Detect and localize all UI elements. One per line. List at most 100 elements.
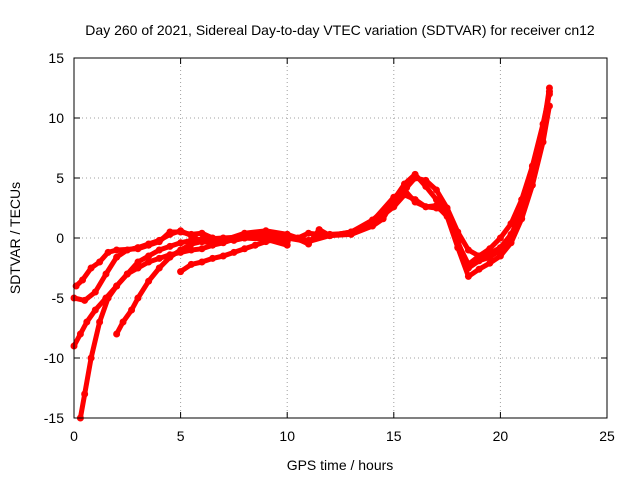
tick-labels: 0 5 10 15 20 25 -15 -10 -5 0 5 10 15 bbox=[44, 50, 615, 444]
data-point bbox=[379, 215, 387, 223]
data-point bbox=[486, 259, 494, 267]
data-point bbox=[113, 330, 121, 338]
y-tick-label: 10 bbox=[48, 110, 64, 126]
data-point bbox=[464, 264, 472, 272]
data-point bbox=[134, 258, 142, 266]
data-point bbox=[209, 254, 217, 262]
data-point bbox=[134, 294, 142, 302]
data-point bbox=[177, 268, 185, 276]
data-point bbox=[464, 272, 472, 280]
data-point bbox=[155, 254, 163, 262]
data-point bbox=[96, 258, 104, 266]
data-point bbox=[96, 318, 104, 326]
data-point bbox=[134, 245, 142, 253]
data-point bbox=[496, 246, 504, 254]
x-axis-label: GPS time / hours bbox=[287, 457, 394, 473]
series-line bbox=[73, 89, 552, 289]
data-point bbox=[251, 241, 259, 249]
y-axis-label: SDTVAR / TECUs bbox=[7, 182, 23, 294]
y-tick-label: -15 bbox=[44, 410, 64, 426]
data-point bbox=[134, 264, 142, 272]
data-point bbox=[262, 227, 270, 235]
data-point bbox=[347, 230, 355, 238]
y-tick-label: 15 bbox=[48, 50, 64, 66]
data-point bbox=[219, 236, 227, 244]
data-point bbox=[145, 277, 153, 285]
y-tick-label: 5 bbox=[56, 170, 64, 186]
data-point bbox=[400, 180, 408, 188]
data-point bbox=[155, 264, 163, 272]
x-tick-label: 25 bbox=[599, 428, 615, 444]
plot-frame bbox=[73, 57, 608, 419]
data-point bbox=[305, 240, 313, 248]
data-point bbox=[411, 170, 419, 178]
data-point bbox=[486, 253, 494, 261]
data-point bbox=[230, 248, 238, 256]
data-point bbox=[91, 288, 99, 296]
data-point bbox=[507, 232, 515, 240]
y-tick-label: 0 bbox=[56, 230, 64, 246]
data-point bbox=[104, 248, 112, 256]
data-point bbox=[486, 245, 494, 253]
data-point bbox=[155, 238, 163, 246]
x-tick-label: 15 bbox=[386, 428, 402, 444]
data-point bbox=[411, 198, 419, 206]
x-tick-label: 10 bbox=[279, 428, 295, 444]
data-point bbox=[177, 228, 185, 236]
data-point bbox=[432, 196, 440, 204]
data-point bbox=[496, 252, 504, 260]
data-point bbox=[209, 234, 217, 242]
data-point bbox=[145, 258, 153, 266]
x-tick-label: 20 bbox=[493, 428, 509, 444]
data-point bbox=[496, 234, 504, 242]
data-point bbox=[443, 209, 451, 217]
data-point bbox=[315, 226, 323, 234]
data-point bbox=[145, 241, 153, 249]
data-point bbox=[241, 245, 249, 253]
data-point bbox=[198, 238, 206, 246]
data-point bbox=[87, 354, 95, 362]
data-point bbox=[128, 306, 136, 314]
data-point bbox=[545, 88, 553, 96]
data-point bbox=[283, 238, 291, 246]
series-track-f bbox=[177, 235, 291, 276]
data-point bbox=[81, 390, 89, 398]
data-point bbox=[326, 232, 334, 240]
data-point bbox=[155, 246, 163, 254]
data-point bbox=[464, 246, 472, 254]
data-point bbox=[305, 229, 313, 237]
data-point bbox=[518, 205, 526, 213]
data-point bbox=[390, 196, 398, 204]
series-line bbox=[114, 235, 290, 337]
data-point bbox=[209, 239, 217, 247]
data-point bbox=[113, 253, 121, 261]
data-point bbox=[422, 203, 430, 211]
data-point bbox=[187, 246, 195, 254]
data-point bbox=[262, 238, 270, 246]
x-tick-label: 5 bbox=[177, 428, 185, 444]
data-point bbox=[166, 228, 174, 236]
data-point bbox=[102, 270, 110, 278]
data-point bbox=[273, 235, 281, 243]
data-point bbox=[475, 265, 483, 273]
data-point bbox=[177, 239, 185, 247]
data-point bbox=[123, 270, 131, 278]
data-point bbox=[83, 318, 91, 326]
data-point bbox=[81, 296, 89, 304]
series-group bbox=[70, 84, 553, 422]
data-point bbox=[91, 306, 99, 314]
data-point bbox=[230, 236, 238, 244]
data-point bbox=[475, 257, 483, 265]
data-point bbox=[198, 258, 206, 266]
data-point bbox=[422, 182, 430, 190]
data-point bbox=[113, 282, 121, 290]
data-point bbox=[187, 230, 195, 238]
data-point bbox=[87, 264, 95, 272]
y-tick-label: -5 bbox=[52, 290, 65, 306]
data-point bbox=[241, 229, 249, 237]
data-point bbox=[198, 229, 206, 237]
data-point bbox=[187, 260, 195, 268]
data-point bbox=[187, 240, 195, 248]
data-point bbox=[241, 234, 249, 242]
